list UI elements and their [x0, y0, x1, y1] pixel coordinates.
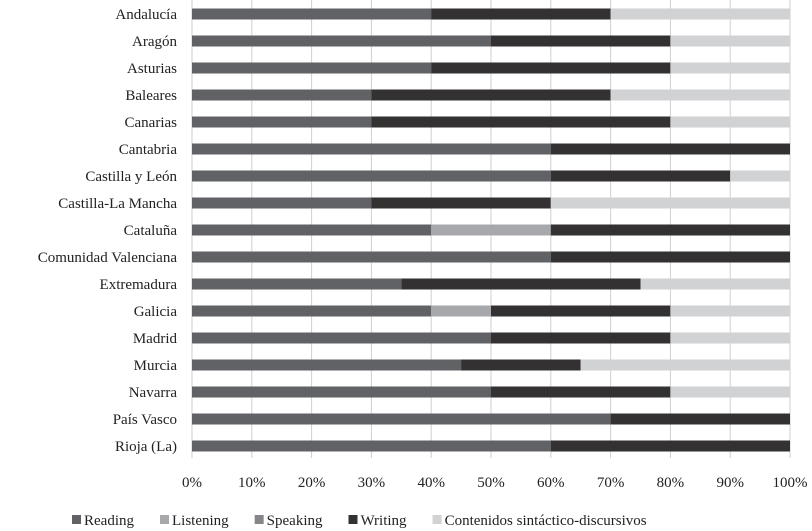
bar-segment-reading [192, 359, 462, 371]
bar-segment-reading [192, 89, 372, 101]
category-label: Canarias [125, 115, 178, 131]
category-label: Andalucía [115, 7, 177, 23]
category-label: Galicia [134, 304, 178, 320]
legend-label: Listening [172, 513, 229, 529]
legend-swatch [254, 515, 264, 524]
bar-segment-writing [550, 170, 731, 182]
bar-segment-writing [491, 305, 671, 317]
bar-segment-contenidos-sint-ctico-discursivos [670, 386, 790, 398]
bar-segment-writing [550, 143, 790, 155]
category-label: Asturias [127, 61, 177, 77]
bar-segment-contenidos-sint-ctico-discursivos [670, 305, 790, 317]
category-label: Cantabria [119, 142, 178, 158]
bar-segment-writing [550, 440, 790, 452]
category-label: Castilla-La Mancha [58, 196, 177, 212]
bar-segment-contenidos-sint-ctico-discursivos [640, 278, 790, 290]
bar-segment-reading [192, 62, 432, 74]
bar-segment-reading [192, 224, 432, 236]
legend-label: Writing [361, 513, 408, 529]
bar-segment-reading [192, 251, 551, 263]
bar-segment-reading [192, 440, 551, 452]
bar-segment-reading [192, 305, 432, 317]
category-label: Extremadura [100, 277, 178, 293]
category-label: Aragón [132, 34, 177, 50]
bar-segment-listening [431, 305, 491, 317]
x-tick-label: 0% [182, 475, 202, 491]
legend-swatch [72, 515, 81, 524]
legend-label: Speaking [267, 513, 323, 529]
category-label: Comunidad Valenciana [38, 250, 178, 266]
bar-segment-writing [491, 386, 671, 398]
bar-segment-writing [461, 359, 581, 371]
bar-segment-reading [192, 386, 491, 398]
x-tick-label: 90% [716, 475, 744, 491]
bar-segment-contenidos-sint-ctico-discursivos [670, 116, 790, 128]
bar-segment-reading [192, 143, 551, 155]
legend-swatch [160, 515, 169, 524]
bar-segment-writing [550, 251, 790, 263]
x-tick-label: 80% [657, 475, 685, 491]
bar-segment-contenidos-sint-ctico-discursivos [550, 197, 790, 209]
category-label: Castilla y León [85, 169, 177, 185]
category-label: Baleares [125, 88, 177, 104]
category-label: Rioja (La) [115, 439, 177, 455]
category-label: Cataluña [124, 223, 178, 239]
bar-segment-writing [371, 116, 671, 128]
bar-segment-writing [610, 413, 790, 425]
bar-segment-writing [550, 224, 790, 236]
bar-segment-writing [431, 8, 611, 20]
bar-segment-contenidos-sint-ctico-discursivos [580, 359, 790, 371]
category-label: Murcia [134, 358, 178, 374]
bar-segment-reading [192, 8, 432, 20]
bar-segment-contenidos-sint-ctico-discursivos [670, 35, 790, 47]
bar-segment-reading [192, 332, 491, 344]
bar-segment-reading [192, 35, 491, 47]
x-tick-label: 20% [298, 475, 326, 491]
x-tick-label: 60% [537, 475, 565, 491]
bar-segment-reading [192, 116, 372, 128]
legend-label: Contenidos sintáctico-discursivos [445, 513, 647, 529]
bar-segment-contenidos-sint-ctico-discursivos [730, 170, 790, 182]
bar-segment-contenidos-sint-ctico-discursivos [610, 8, 790, 20]
bar-segment-writing [431, 62, 671, 74]
legend-swatch [432, 515, 442, 524]
bar-segment-contenidos-sint-ctico-discursivos [610, 89, 790, 101]
bar-segment-writing [371, 197, 551, 209]
x-tick-label: 50% [477, 475, 505, 491]
bar-segment-reading [192, 197, 372, 209]
bar-segment-writing [491, 332, 671, 344]
x-tick-label: 100% [773, 475, 808, 491]
legend-swatch [348, 515, 358, 524]
category-label: Navarra [129, 385, 178, 401]
x-tick-label: 30% [358, 475, 386, 491]
bar-segment-contenidos-sint-ctico-discursivos [670, 332, 790, 344]
category-label: País Vasco [113, 412, 177, 428]
bar-segment-writing [491, 35, 671, 47]
x-tick-label: 70% [597, 475, 625, 491]
bar-segment-reading [192, 170, 551, 182]
legend-label: Reading [84, 513, 134, 529]
bar-segment-contenidos-sint-ctico-discursivos [670, 62, 790, 74]
bar-segment-reading [192, 278, 402, 290]
bar-segment-reading [192, 413, 611, 425]
category-label: Madrid [133, 331, 178, 347]
bar-segment-writing [401, 278, 641, 290]
bar-segment-writing [371, 89, 611, 101]
bar-segment-listening [431, 224, 551, 236]
x-tick-label: 40% [417, 475, 445, 491]
x-tick-label: 10% [238, 475, 266, 491]
